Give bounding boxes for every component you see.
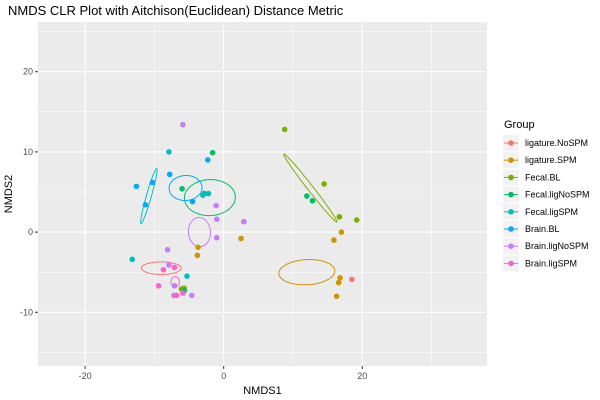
point-Brain-ligNoSPM <box>164 246 171 253</box>
point-Brain-ligNoSPM <box>189 292 195 299</box>
point-Brain-BL <box>133 183 140 190</box>
confidence-ellipses <box>140 153 338 288</box>
legend-label: Brain.BL <box>525 224 560 234</box>
point-Brain-BL <box>149 179 156 186</box>
point-Brain-ligNoSPM <box>213 216 220 223</box>
point-Brain-ligNoSPM <box>213 202 219 209</box>
point-Fecal-BL <box>353 217 360 223</box>
x-tick-label: 20 <box>357 371 367 381</box>
point-ligature-SPM <box>194 252 201 259</box>
legend-label: Fecal.ligNoSPM <box>525 190 590 200</box>
point-Brain-BL <box>142 202 149 208</box>
chart-title: NMDS CLR Plot with Aitchison(Euclidean) … <box>8 3 344 18</box>
point-Fecal-BL <box>281 126 288 133</box>
point-Brain-ligNoSPM <box>171 283 178 289</box>
legend: Group ligature.NoSPM ligature.SPM Fecal.BL… <box>503 119 590 272</box>
legend-key-point <box>508 209 514 215</box>
ellipse-Fecal-ligNoSPM <box>183 179 236 217</box>
data-points <box>129 121 360 300</box>
point-ligature-SPM <box>337 274 343 281</box>
point-ligature-SPM <box>338 229 345 235</box>
point-Brain-ligSPM <box>171 264 178 271</box>
y-tick-label: 10 <box>23 147 33 157</box>
point-ligature-NoSPM <box>349 276 355 283</box>
point-Brain-ligSPM <box>155 283 162 289</box>
legend-title: Group <box>504 119 535 131</box>
point-Brain-ligSPM <box>173 292 180 299</box>
ellipse-Brain-BL <box>168 175 203 201</box>
plot-panel <box>38 22 487 366</box>
ellipse-Fecal-BL <box>283 153 338 223</box>
ellipse-ligature-NoSPM <box>140 261 182 275</box>
point-Fecal-BL <box>336 214 343 220</box>
x-tick-label: -20 <box>79 371 92 381</box>
y-axis-label: NMDS2 <box>3 175 15 214</box>
point-Brain-ligSPM <box>180 290 186 296</box>
point-Brain-ligNoSPM <box>166 262 172 268</box>
ellipse-Brain-ligSPM <box>170 276 180 288</box>
point-ligature-SPM <box>335 279 342 286</box>
point-Fecal-ligSPM <box>129 256 136 263</box>
y-tick-label: -10 <box>20 307 33 317</box>
legend-label: ligature.NoSPM <box>525 138 588 148</box>
point-Brain-BL <box>166 171 173 178</box>
point-Brain-ligNoSPM <box>180 121 186 128</box>
y-tick-label: 20 <box>23 67 33 77</box>
legend-key-point <box>508 140 514 146</box>
point-Fecal-BL <box>321 181 327 187</box>
legend-label: ligature.SPM <box>525 155 577 165</box>
point-ligature-SPM <box>238 235 244 242</box>
point-ligature-SPM <box>331 237 337 243</box>
legend-label: Fecal.BL <box>525 172 561 182</box>
point-Fecal-ligSPM <box>200 192 206 199</box>
point-Fecal-ligSPM <box>184 273 190 279</box>
point-Fecal-ligNoSPM <box>304 193 310 199</box>
point-Brain-ligSPM <box>160 266 167 273</box>
legend-key-point <box>508 157 514 163</box>
legend-key-point <box>508 191 514 198</box>
legend-key-point <box>508 260 514 267</box>
point-Fecal-ligNoSPM <box>209 149 216 156</box>
point-Fecal-ligNoSPM <box>309 198 316 204</box>
x-axis-label: NMDS1 <box>243 385 282 397</box>
legend-key-point <box>508 174 514 181</box>
ellipse-Brain-ligNoSPM <box>187 217 211 248</box>
legend-key-point <box>508 243 514 249</box>
legend-label: Brain.ligNoSPM <box>525 241 589 251</box>
point-Brain-BL <box>189 198 196 205</box>
point-ligature-SPM <box>333 293 340 300</box>
x-tick-label: 0 <box>221 371 226 381</box>
point-Brain-ligNoSPM <box>213 234 220 241</box>
y-tick-label: 0 <box>28 227 33 237</box>
axis-ticks: -20 0 20 -10 0 10 20 <box>20 67 367 381</box>
legend-label: Fecal.ligSPM <box>525 207 578 217</box>
point-Brain-BL <box>204 157 211 163</box>
ellipse-ligature-SPM <box>278 259 336 286</box>
point-Brain-ligNoSPM <box>240 218 247 225</box>
legend-key-point <box>508 226 514 232</box>
point-Fecal-ligSPM <box>166 149 172 155</box>
grid-lines <box>38 22 487 366</box>
legend-label: Brain.ligSPM <box>525 258 577 268</box>
point-ligature-SPM <box>195 244 201 251</box>
point-Fecal-ligNoSPM <box>179 185 185 192</box>
point-Fecal-ligSPM <box>205 190 212 197</box>
